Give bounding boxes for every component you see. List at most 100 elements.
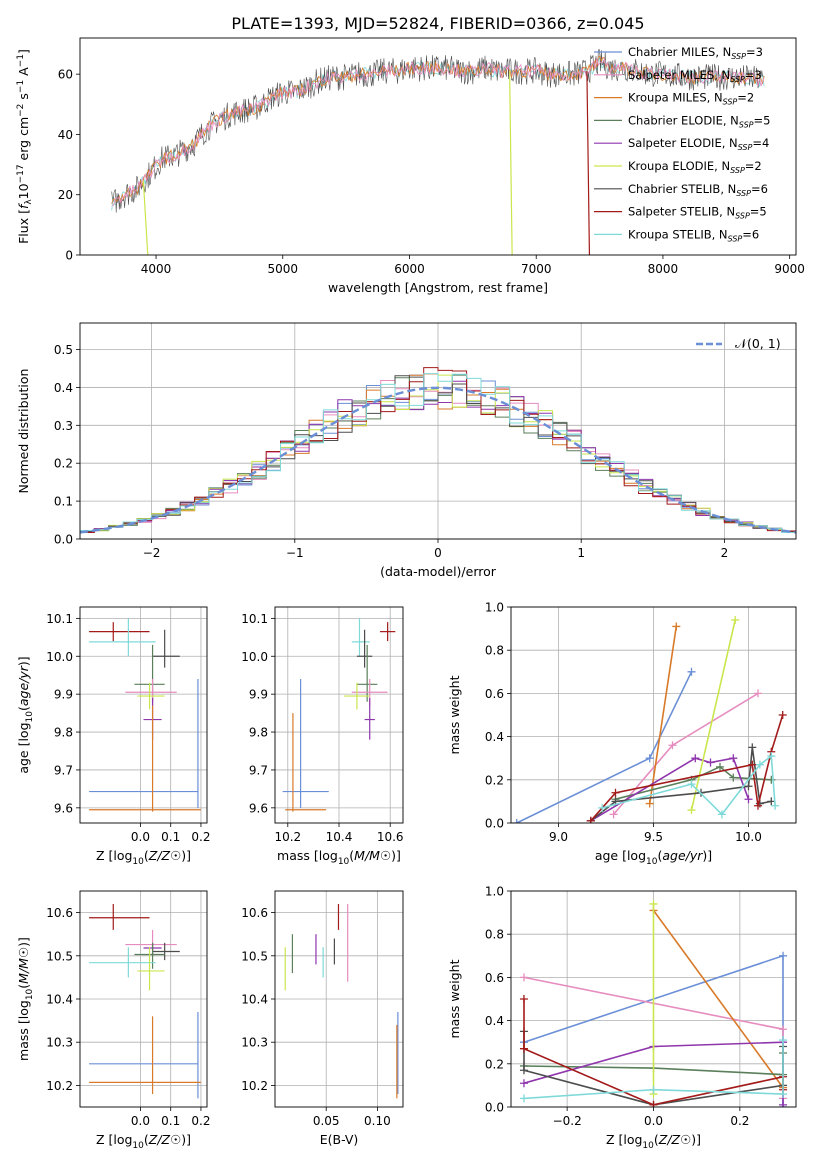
- age-weight-ylabel: mass weight: [447, 675, 462, 754]
- x-tick-label: 10.2: [274, 830, 301, 844]
- y-tick-label: 10.0: [46, 650, 73, 664]
- weight-marker: [519, 1044, 528, 1053]
- legend-entry: Kroupa ELODIE, NSSP=2: [628, 159, 762, 175]
- y-tick-label: 0.8: [485, 928, 504, 942]
- x-tick-label: 5000: [267, 262, 298, 276]
- spectrum-xlabel: wavelength [Angstrom, rest frame]: [328, 280, 548, 295]
- z-age-grid: [80, 607, 207, 823]
- weight-marker: [519, 973, 528, 982]
- weight-marker: [779, 1025, 788, 1034]
- histogram-step: [80, 373, 796, 539]
- x-tick-label: 4000: [141, 262, 172, 276]
- mass-age-xlabel: mass [log10(M/M☉)]: [277, 848, 401, 867]
- x-tick-label: 0.0: [644, 1114, 663, 1128]
- y-tick-label: 0.3: [54, 419, 73, 433]
- spectrum-drop: [142, 181, 149, 255]
- residuals-axes: −2 −1 0 1 2 0.0 0.1 0.2 0.3 0.4 0.5 (data-model)/er…: [16, 322, 797, 579]
- x-tick-label: 0.10: [364, 1114, 391, 1128]
- x-tick-label: 0.2: [191, 1114, 210, 1128]
- weight-marker: [645, 754, 654, 763]
- gaussian-curve: [80, 386, 796, 534]
- weight-marker: [778, 711, 787, 719]
- x-tick-label: 1: [577, 546, 585, 560]
- weight-marker: [611, 788, 620, 797]
- y-tick-label: 10.3: [46, 1036, 73, 1050]
- residuals-ylabel: Normed distribution: [16, 369, 31, 494]
- z-age-frame: [79, 606, 208, 824]
- legend-entry: Kroupa STELIB, NSSP=6: [628, 227, 759, 243]
- legend-entry: Chabrier STELIB, NSSP=6: [628, 182, 768, 198]
- mass-age-frame: [274, 606, 404, 824]
- ebv-mass-xlabel: E(B-V): [320, 1132, 359, 1147]
- x-tick-label: 10.4: [326, 830, 353, 844]
- weight-marker: [598, 803, 607, 812]
- z-weight-ylabel: mass weight: [447, 959, 462, 1038]
- y-tick-label: 40: [58, 128, 73, 142]
- spectrum-legend: Chabrier MILES, NSSP=3 Salpeter MILES, NS…: [594, 45, 770, 243]
- z-mass-frame: [79, 890, 208, 1108]
- weight-marker: [512, 819, 521, 823]
- z-mass-plot-area: [89, 903, 201, 1099]
- weight-marker: [645, 799, 654, 808]
- y-tick-label: 1.0: [485, 885, 504, 899]
- mass-age-axes: 10.2 10.4 10.6 9.6 9.7 9.8 9.9 10.0 10.1 mass [lo…: [241, 606, 404, 867]
- residuals-plot-area: [80, 367, 796, 539]
- ebv-mass-axes: 0.05 0.10 10.2 10.3 10.4 10.5 10.6 E(B-V): [241, 890, 404, 1147]
- mass-age-plot-area: [282, 618, 396, 812]
- y-tick-label: 10.6: [46, 906, 73, 920]
- y-tick-label: 10.0: [241, 650, 268, 664]
- weight-line: [523, 1040, 784, 1100]
- x-tick-label: 10.0: [735, 830, 762, 844]
- legend-entry: Salpeter ELODIE, NSSP=4: [628, 136, 769, 152]
- x-tick-label: −2: [143, 546, 161, 560]
- residuals-frame: [79, 322, 797, 540]
- y-tick-label: 0.0: [485, 817, 504, 831]
- weight-marker: [649, 1100, 658, 1107]
- x-tick-label: 0.2: [191, 830, 210, 844]
- y-tick-label: 0.4: [54, 381, 73, 395]
- z-age-axes: 0.0 0.1 0.2 9.6 9.7 9.8 9.9 10.0 10.1 Z [log10(Z/…: [16, 606, 210, 867]
- y-tick-label: 9.8: [54, 726, 73, 740]
- weight-line: [690, 619, 736, 811]
- weight-marker: [586, 816, 595, 823]
- x-tick-label: 9.0: [549, 830, 568, 844]
- ebv-mass-plot-area: [284, 903, 399, 1099]
- weight-line: [590, 714, 784, 822]
- mass-age-grid: [275, 607, 403, 823]
- y-tick-label: 9.9: [54, 688, 73, 702]
- age-weight-xlabel: age [log10(age/yr)]: [595, 848, 712, 867]
- y-tick-label: 0.2: [485, 1057, 504, 1071]
- weight-marker: [744, 795, 753, 804]
- weight-marker: [716, 762, 724, 771]
- weight-marker: [729, 754, 738, 763]
- z-weight-plot-area: [519, 899, 788, 1107]
- weight-marker: [748, 760, 757, 769]
- weight-marker: [519, 1079, 528, 1088]
- y-tick-label: 0.6: [485, 971, 504, 985]
- weight-marker: [755, 760, 764, 769]
- age-weight-plot-area: [512, 615, 787, 823]
- weight-marker: [744, 782, 753, 791]
- y-tick-label: 10.3: [241, 1036, 268, 1050]
- y-tick-label: 10.5: [241, 949, 268, 963]
- y-tick-label: 0: [65, 249, 73, 263]
- y-tick-label: 10.2: [241, 1079, 268, 1093]
- legend-entry: Chabrier ELODIE, NSSP=5: [628, 113, 770, 129]
- y-tick-label: 10.4: [46, 993, 73, 1007]
- weight-marker: [779, 1036, 788, 1045]
- x-tick-label: −1: [286, 546, 304, 560]
- y-tick-label: 1.0: [485, 601, 504, 615]
- weight-marker: [668, 741, 677, 750]
- weight-marker: [754, 801, 762, 810]
- y-tick-label: 10.1: [46, 612, 73, 626]
- z-age-xlabel: Z [log10(Z/Z☉)]: [96, 848, 191, 867]
- age-weight-frame: [510, 606, 797, 824]
- y-tick-label: 0.1: [54, 495, 73, 509]
- weight-marker: [731, 615, 740, 624]
- y-tick-label: 9.6: [249, 801, 268, 815]
- weight-marker: [767, 752, 776, 761]
- x-tick-label: 7000: [521, 262, 552, 276]
- weight-marker: [609, 810, 618, 819]
- age-weight-axes: 9.0 9.5 10.0 0.0 0.2 0.4 0.6 0.8 1.0 age [log10(a…: [447, 601, 797, 867]
